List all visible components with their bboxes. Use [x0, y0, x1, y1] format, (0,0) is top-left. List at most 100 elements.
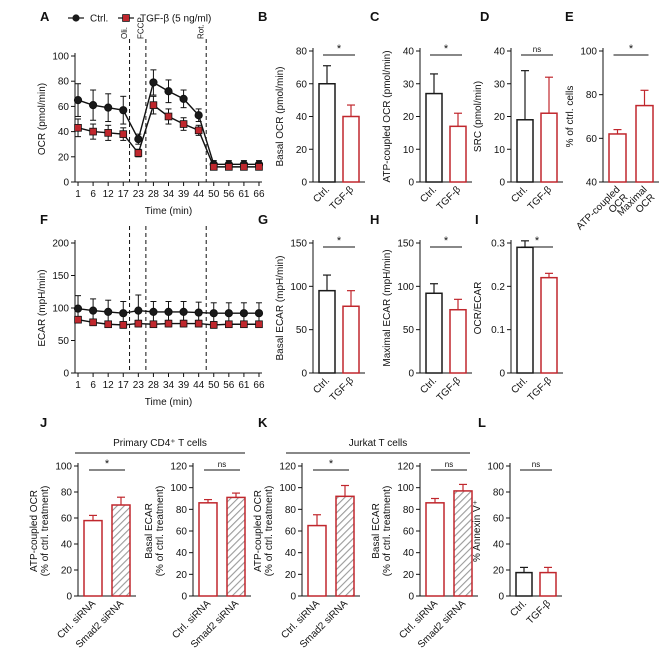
bar-first: [198, 502, 218, 597]
x-tick-label: 61: [238, 189, 250, 200]
chart-g: 0 50 100 150 Basal ECAR (mpH/min) Ctrl.TGF-β *: [275, 235, 365, 404]
legend-marker-ctrl: [72, 14, 80, 22]
y-tick-label: 100: [170, 483, 187, 494]
x-tick-label: 44: [193, 189, 205, 200]
data-point: [239, 309, 249, 318]
data-point: [254, 309, 264, 318]
y-tick-label: 40: [493, 540, 505, 551]
x-tick-label: 61: [238, 380, 250, 391]
group-title-j: Primary CD4⁺ T cells: [113, 438, 207, 449]
chart-b: 0 20 40 60 80 Basal OCR (pmol/min) Ctrl.TGF-β *: [275, 43, 365, 213]
data-point: [104, 307, 113, 316]
bar-second: [111, 504, 131, 597]
bar-second: [335, 495, 355, 597]
data-point: [225, 320, 233, 329]
y-tick-label: 60: [61, 514, 73, 525]
y-tick-label: 30: [494, 79, 506, 90]
bar-second: [635, 104, 654, 183]
y-axis-label-line: % Annexin V⁺: [472, 500, 483, 562]
panel-letter-f: F: [40, 212, 48, 227]
y-tick-label: 0: [181, 592, 187, 603]
y-axis-label: SRC (pmol/min): [473, 81, 484, 152]
y-tick-label: 60: [176, 527, 188, 538]
y-tick-label: 0: [290, 592, 296, 603]
y-tick-label: 120: [170, 462, 187, 473]
x-tick-label: 28: [148, 189, 160, 200]
y-tick-label: 50: [403, 325, 415, 336]
x-category-label: TGF-β: [435, 375, 464, 404]
bar-first: [307, 524, 327, 597]
legend-label-ctrl: Ctrl.: [90, 14, 108, 25]
y-tick-label: 80: [403, 505, 415, 516]
x-tick-label: 12: [103, 380, 115, 391]
data-point: [134, 306, 143, 315]
series-tgf: [74, 95, 263, 171]
x-category-label: TGF-β: [435, 184, 464, 213]
chart-a: 0 20 40 60 80 100 1 6 12 17 23 28 34 39 44 50 56 61 66 Time…: [37, 14, 265, 218]
x-category-label: TGF-β: [526, 375, 555, 404]
y-tick-label: 40: [58, 127, 70, 138]
y-tick-label: 80: [176, 505, 188, 516]
data-point: [149, 78, 158, 87]
chart-h: 0 50 100 150 Maximal ECAR (mpH/min) Ctrl.TGF-…: [382, 235, 472, 404]
y-tick-label: 0: [408, 369, 414, 380]
y-tick-label: 60: [58, 102, 70, 113]
y-tick-label: 20: [403, 112, 415, 123]
x-category-label: Ctrl.: [509, 375, 530, 396]
panel-letter-c: C: [370, 9, 380, 24]
data-point: [149, 307, 158, 316]
y-tick-label: 20: [58, 152, 70, 163]
y-axis-label: OCR (pmol/min): [37, 83, 48, 155]
y-axis-label-line: ATP-coupled OCR: [29, 490, 40, 572]
data-point: [240, 320, 248, 329]
x-tick-label: 39: [178, 189, 190, 200]
significance-label: *: [535, 235, 540, 247]
bar-second: [540, 112, 558, 183]
x-tick-label: 44: [193, 380, 205, 391]
data-point: [104, 129, 112, 137]
y-tick-label: 20: [176, 570, 188, 581]
y-axis-label: ATP-coupled OCR(% of ctrl. treatment): [253, 486, 275, 577]
panel-letter-b: B: [258, 9, 267, 24]
y-axis-label-line: (% of ctrl. treatment): [264, 486, 275, 577]
y-tick-label: 0: [63, 178, 69, 189]
x-tick-label: 23: [133, 189, 145, 200]
data-point: [119, 106, 128, 115]
bar-second: [540, 276, 558, 374]
significance-label: *: [337, 235, 342, 247]
x-category-label: Ctrl.: [418, 375, 439, 396]
data-point: [194, 308, 203, 317]
data-point: [209, 321, 218, 329]
bar-first: [318, 289, 336, 374]
y-tick-label: 100: [290, 282, 307, 293]
x-tick-label: 39: [178, 380, 190, 391]
y-tick-label: 80: [296, 47, 308, 58]
data-point: [134, 149, 143, 157]
bar-second: [449, 125, 467, 183]
y-tick-label: 60: [403, 527, 415, 538]
y-tick-label: 120: [279, 462, 296, 473]
panel-letter-d: D: [480, 9, 489, 24]
x-tick-label: 66: [253, 189, 265, 200]
data-point: [74, 124, 82, 132]
y-axis-label: Basal ECAR(% of ctrl. treatment): [144, 486, 166, 577]
x-category-label: TGF-β: [525, 598, 554, 627]
data-point: [194, 126, 203, 135]
data-point: [179, 319, 188, 328]
y-tick-label: 10: [494, 145, 506, 156]
data-point: [194, 319, 203, 328]
bar-first: [425, 502, 445, 597]
x-tick-label: 50: [208, 380, 220, 391]
x-axis-label: Time (min): [145, 206, 192, 217]
data-point: [89, 318, 97, 327]
y-tick-label: 50: [296, 325, 308, 336]
x-category-label: Ctrl.: [509, 184, 530, 205]
significance-label: ns: [445, 460, 453, 469]
data-point: [179, 307, 188, 316]
data-point: [224, 309, 233, 318]
x-category-label: Ctrl.: [311, 184, 332, 205]
y-tick-label: 60: [296, 79, 308, 90]
y-axis-label-line: % of ctrl. cells: [565, 86, 576, 148]
y-axis-label-line: Basal OCR (pmol/min): [275, 66, 286, 166]
x-tick-label: 56: [223, 380, 235, 391]
